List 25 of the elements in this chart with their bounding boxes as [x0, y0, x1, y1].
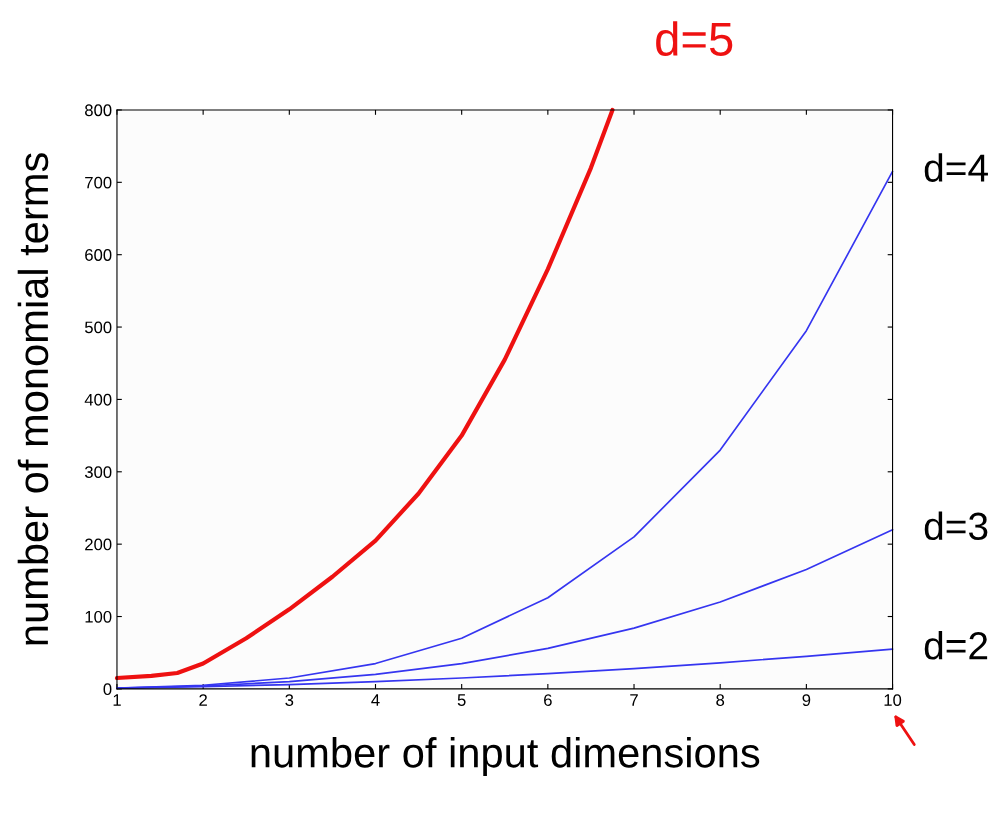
y-tick-label: 500	[84, 321, 112, 334]
y-tick-label: 200	[85, 538, 112, 551]
x-tick-label: 5	[457, 694, 466, 706]
x-tick-label: 2	[199, 694, 207, 706]
y-tick-label: 300	[84, 466, 112, 478]
x-tick-label: 8	[716, 694, 725, 706]
x-axis-title: number of input dimensions	[251, 737, 760, 776]
series-label: d=2	[924, 630, 988, 660]
x-tick-label: 6	[544, 694, 552, 706]
y-tick-label: 400	[84, 393, 112, 406]
series-label: d=3	[924, 511, 988, 541]
y-tick-label: 800	[85, 104, 112, 117]
y-tick-label: 100	[85, 610, 112, 623]
series-label: d=4	[924, 153, 988, 182]
x-tick-label: 4	[371, 694, 380, 706]
y-axis-title: number of monomial terms	[17, 153, 49, 645]
x-tick-label: 7	[630, 694, 638, 706]
x-tick-label: 3	[285, 694, 294, 706]
y-tick-label: 600	[85, 249, 112, 261]
y-tick-label: 0	[103, 683, 112, 696]
x-tick-label: 9	[802, 694, 811, 706]
series-label: d=5	[656, 21, 733, 56]
y-tick-label: 700	[85, 176, 112, 189]
x-tick-label: 10	[884, 694, 902, 706]
x-tick-label: 1	[113, 694, 121, 706]
